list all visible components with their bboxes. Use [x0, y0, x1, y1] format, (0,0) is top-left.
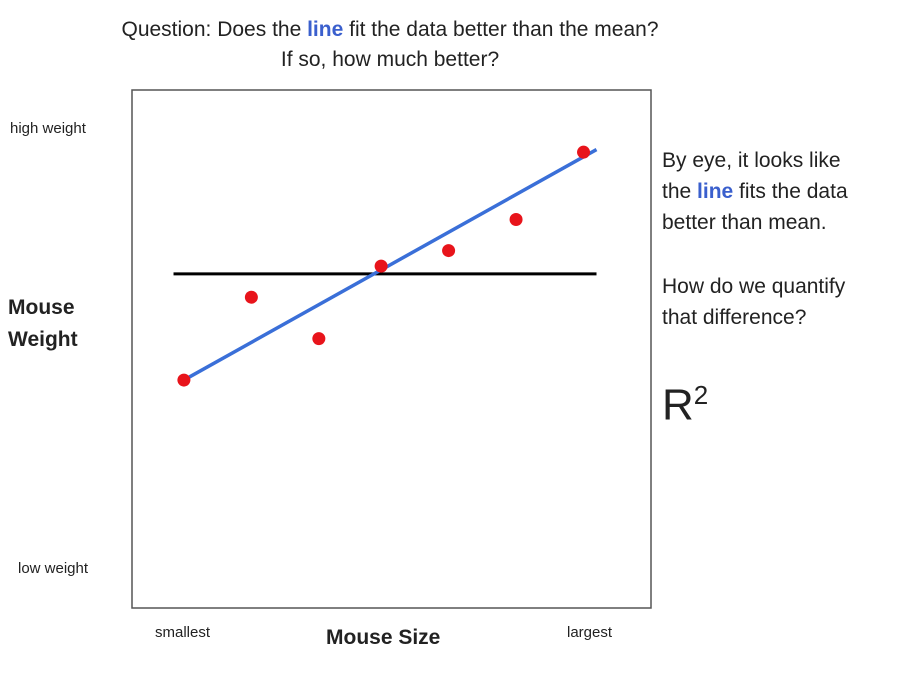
note-by-eye-line2: the line fits the data [662, 180, 848, 203]
fit-line [183, 148, 598, 382]
y-tick-low: low weight [18, 560, 89, 577]
data-point-6 [509, 213, 523, 226]
data-point-4 [374, 259, 388, 273]
note-quantify-line2: that difference? [662, 306, 807, 329]
r-squared-symbol: R2 [662, 380, 709, 430]
note-quantify-line1: How do we quantify [662, 275, 846, 298]
data-point-7 [577, 145, 591, 159]
note-by-eye: By eye, it looks like the line fits the … [662, 145, 897, 238]
data-point-5 [442, 244, 456, 258]
data-point-1 [177, 373, 191, 387]
data-point-2 [244, 290, 258, 304]
question-line-1: Question: Does the line fit the data bet… [0, 18, 780, 42]
note-quantify: How do we quantify that difference? [662, 271, 897, 333]
y-axis-label: Mouse Weight [8, 296, 78, 351]
y-tick-high: high weight [10, 120, 86, 137]
x-axis-label: Mouse Size [326, 626, 441, 649]
data-point-3 [312, 332, 326, 346]
question-line-word: line [307, 18, 344, 41]
x-tick-largest: largest [567, 624, 613, 641]
note-line-word: line [697, 180, 734, 203]
x-tick-smallest: smallest [155, 624, 211, 641]
question-line-2: If so, how much better? [280, 48, 500, 71]
question-suffix: fit the data better than the mean? [343, 18, 659, 41]
note-by-eye-line3: better than mean. [662, 211, 827, 234]
question-prefix: Question: Does the [121, 18, 308, 41]
plot-frame [131, 89, 652, 609]
note-by-eye-line1: By eye, it looks like [662, 149, 841, 172]
